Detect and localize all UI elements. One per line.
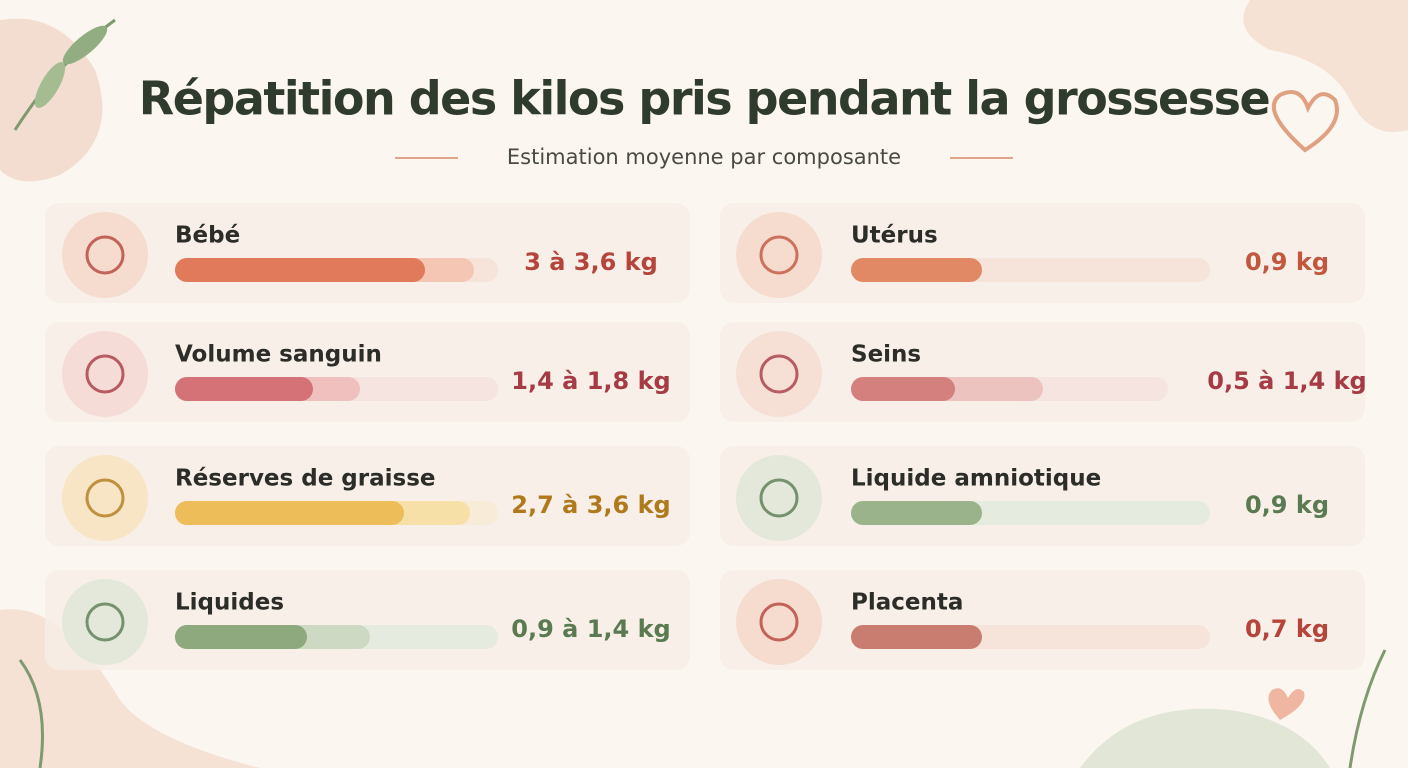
item-label: Liquide amniotique [851, 466, 1101, 492]
item-label: Bébé [175, 223, 240, 249]
icon-bg [736, 579, 822, 665]
item-label: Utérus [851, 223, 938, 249]
item-label: Volume sanguin [175, 342, 382, 368]
icon-bg [736, 331, 822, 417]
item-value: 2,7 à 3,6 kg [511, 491, 670, 519]
title: Répatition des kilos pris pendant la gro… [139, 72, 1269, 126]
item-label: Placenta [851, 590, 963, 616]
icon-bg [62, 579, 148, 665]
item-value: 0,9 kg [1245, 248, 1329, 276]
icon [85, 478, 125, 518]
item-value: 0,9 kg [1245, 491, 1329, 519]
icon [85, 235, 125, 275]
icon-bg [736, 455, 822, 541]
item-value: 1,4 à 1,8 kg [511, 367, 670, 395]
bar-base [851, 258, 982, 282]
item-label: Réserves de graisse [175, 466, 436, 492]
item-value: 0,5 à 1,4 kg [1207, 367, 1366, 395]
icon [85, 602, 125, 642]
item-value: 3 à 3,6 kg [524, 248, 658, 276]
bar-base [851, 625, 982, 649]
icon [759, 235, 799, 275]
icon-bg [62, 331, 148, 417]
bar-base [851, 501, 982, 525]
item-value: 0,7 kg [1245, 615, 1329, 643]
bar-base [175, 377, 313, 401]
subtitle: Estimation moyenne par composante [507, 145, 901, 169]
bar-base [175, 501, 404, 525]
item-label: Seins [851, 342, 921, 368]
cards: Bébé 3 à 3,6 kg Volume sanguin 1,4 à 1,8 kg… [45, 203, 1367, 670]
item-label: Liquides [175, 590, 284, 616]
bar-base [175, 258, 425, 282]
icon-bg [62, 212, 148, 298]
item-value: 0,9 à 1,4 kg [511, 615, 670, 643]
icon [759, 354, 799, 394]
icon [85, 354, 125, 394]
icon [759, 478, 799, 518]
icon-bg [62, 455, 148, 541]
icon-bg [736, 212, 822, 298]
icon [759, 602, 799, 642]
bar-base [175, 625, 307, 649]
bar-base [851, 377, 955, 401]
